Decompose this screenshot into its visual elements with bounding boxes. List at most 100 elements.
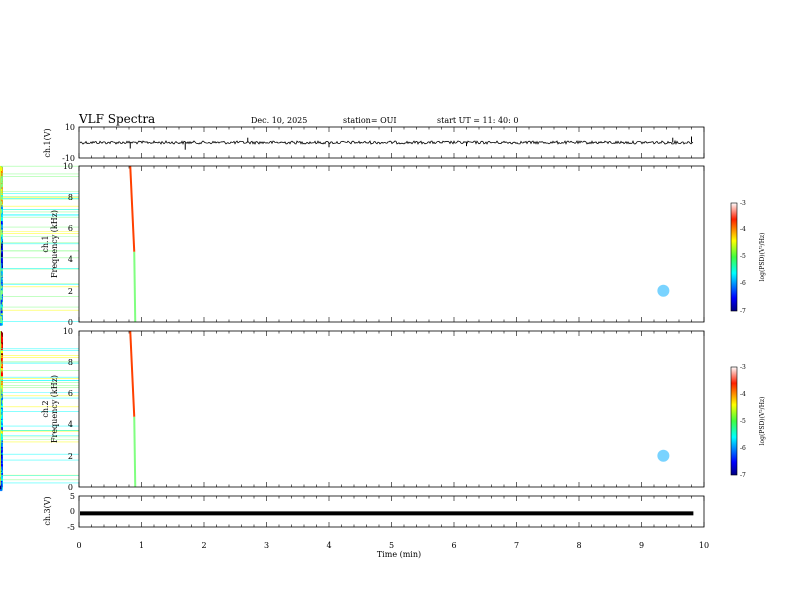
spectrogram-speckle [0, 179, 3, 184]
spectrogram-speckle [0, 227, 3, 231]
spectrogram-speckle [0, 407, 2, 409]
spectrogram-speckle [0, 221, 3, 225]
spectrogram-speckle [0, 442, 3, 447]
spectrogram-speckle [0, 397, 2, 401]
time-axis-tick-label: 2 [201, 541, 206, 550]
ch3-waveform-line [80, 511, 694, 516]
spectrogram-speckle [0, 409, 3, 414]
ch1-cbtick-m3: -3 [740, 200, 746, 207]
time-axis-tick-label: 3 [264, 541, 269, 550]
time-axis-tick-label: 10 [699, 541, 709, 550]
spectrogram-speckle [0, 229, 3, 232]
spectrogram-speckle [0, 238, 2, 243]
ch1-ytick-0: 0 [68, 318, 73, 327]
spectrogram-speckle [0, 379, 3, 384]
spectrogram-speckle [0, 257, 3, 261]
ch1-spectrogram-ylabel-frequency: Frequency (kHz) [50, 210, 59, 278]
ch1-spectrogram-image [0, 165, 670, 326]
spectrogram-speckle [0, 411, 2, 416]
ch1-waveform-ylabel: ch.1(V) [43, 128, 52, 157]
spectrogram-speckle [0, 284, 2, 287]
spectrogram-speckle [0, 451, 3, 453]
ch2-spectrogram-ylabel-channel: ch.2 [41, 400, 50, 417]
ch1-spectrogram-frame [78, 165, 705, 323]
spectrogram-speckle [0, 394, 3, 397]
ch2-spectrogram-image [0, 330, 670, 492]
spectrogram-speckle [0, 275, 2, 280]
ch1-ytick-10: 10 [63, 162, 73, 171]
ch2-cbtick-m4: -4 [740, 391, 746, 398]
spectrogram-speckle [0, 464, 3, 469]
spectrogram-speckle [0, 319, 3, 323]
spectrogram-speckle [0, 441, 2, 444]
spectrogram-speckle [0, 421, 2, 425]
whistler-event [133, 416, 137, 488]
ch2-colorbar-label: log(PSD)(V²/Hz) [759, 397, 766, 446]
spectrogram-speckle [0, 201, 3, 204]
time-axis-tick-label: 6 [451, 541, 456, 550]
ch2-ytick-0: 0 [68, 483, 73, 492]
ch1-ytick-4: 4 [68, 255, 73, 264]
spectrogram-speckle [0, 213, 2, 217]
spectrogram-speckle [0, 428, 2, 431]
spectrogram-speckle [0, 458, 2, 463]
spectrogram-speckle [0, 248, 2, 251]
spectrogram-speckle [0, 485, 2, 490]
ch1-cbtick-m4: -4 [740, 226, 746, 233]
spectrogram-speckle [0, 273, 2, 277]
spectrogram-speckle [0, 331, 2, 334]
spectrogram-speckle [0, 403, 3, 408]
spectrogram-speckle [0, 466, 3, 470]
spectrogram-speckle [0, 366, 3, 370]
spectrogram-speckle [0, 430, 2, 434]
ch1-spectrogram-ylabel-channel: ch.1 [41, 235, 50, 252]
time-axis-label: Time (min) [377, 550, 421, 559]
spectrogram-speckle [0, 259, 3, 263]
time-axis-tick-label: 8 [576, 541, 581, 550]
spectrogram-speckle [0, 417, 2, 421]
spectrogram-speckle [0, 279, 3, 282]
whistler-event [129, 330, 136, 417]
ch2-cbtick-m7: -7 [740, 472, 746, 479]
spectrogram-speckle [0, 218, 3, 224]
spectrogram-speckle [0, 167, 2, 172]
spectrogram-speckle [0, 205, 3, 210]
spectrogram-speckle [0, 388, 2, 392]
whistler-event [133, 251, 137, 323]
spectrogram-speckle [0, 414, 3, 419]
time-axis-tick-label: 1 [139, 541, 144, 550]
spectrogram-speckle [0, 369, 3, 374]
spectrogram-speckle [0, 184, 3, 187]
time-axis-tick-label: 0 [76, 541, 81, 550]
spectrogram-speckle [0, 270, 2, 274]
whistler-event [129, 165, 136, 252]
spectrogram-speckle [0, 333, 2, 337]
noise-burst [657, 449, 670, 462]
ch3-ytick-middle: 0 [70, 507, 75, 516]
ch3-waveform-panel: 5 0 -5 ch.3(V) [43, 492, 705, 532]
station-label: station= OUI [343, 116, 397, 125]
spectrogram-speckle [0, 477, 3, 481]
ch1-cbtick-m7: -7 [740, 308, 746, 315]
ch2-ytick-2: 2 [68, 452, 73, 461]
spectrogram-speckle [0, 427, 3, 432]
ch2-ytick-10: 10 [63, 327, 73, 336]
spectrogram-speckle [0, 472, 3, 476]
ch1-spectrogram-panel: 10 8 6 4 2 0 ch.1 Frequency (kHz) [0, 162, 705, 327]
spectrogram-speckle [0, 372, 3, 377]
spectrogram-speckle [0, 480, 2, 483]
ch1-colorbar-bar [730, 202, 738, 312]
ch1-waveform-panel: 10 -10 ch.1(V) [43, 123, 705, 163]
ch1-waveform-line [79, 139, 694, 146]
ch1-ytick-bottom: -10 [62, 154, 75, 163]
spectrogram-speckle [0, 433, 3, 439]
ch1-cbtick-m6: -6 [740, 280, 746, 287]
spectrogram-speckle [0, 476, 3, 479]
ch1-ytick-2: 2 [68, 287, 73, 296]
ch2-ytick-8: 8 [68, 358, 73, 367]
ch2-ytick-4: 4 [68, 420, 73, 429]
ch3-waveform-ylabel: ch.3(V) [43, 496, 52, 525]
time-axis-tick-label: 4 [326, 541, 331, 550]
spectrogram-speckle [0, 309, 3, 314]
spectrogram-speckle [0, 343, 2, 348]
